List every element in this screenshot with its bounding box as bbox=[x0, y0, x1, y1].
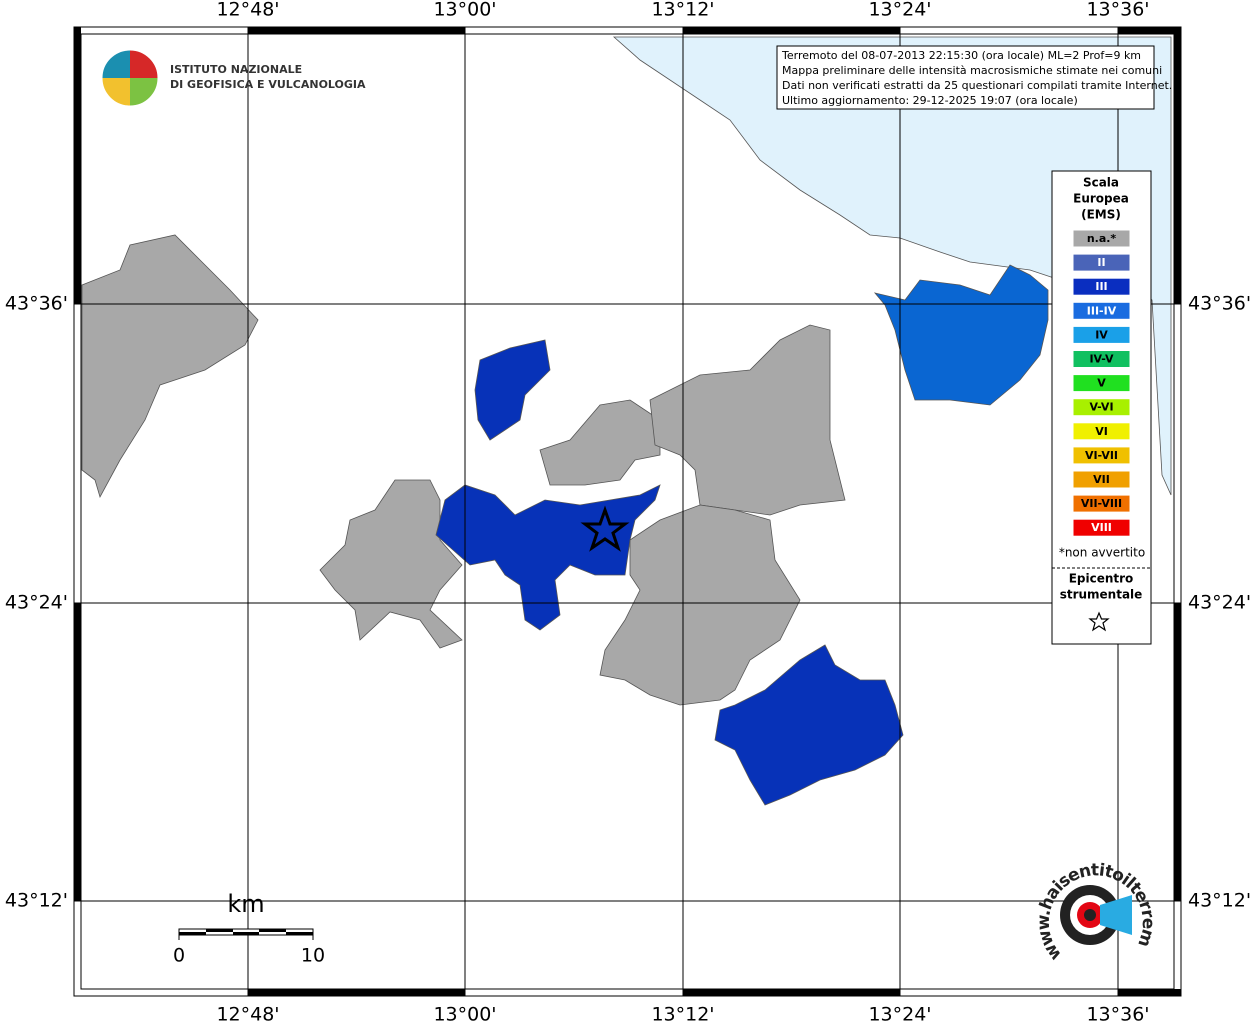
logo-text: DI GEOFISICA E VULCANOLOGIA bbox=[170, 78, 366, 91]
legend-title: (EMS) bbox=[1081, 208, 1121, 222]
region bbox=[599, 504, 801, 706]
info-line: Dati non verificati estratti da 25 quest… bbox=[782, 79, 1172, 92]
x-tick-label: 13°12' bbox=[651, 0, 714, 21]
legend-swatch bbox=[1072, 470, 1131, 489]
info-line: Ultimo aggiornamento: 29-12-2025 19:07 (… bbox=[782, 94, 1078, 107]
x-tick-label: 13°24' bbox=[868, 0, 931, 21]
y-tick-label: 43°12' bbox=[1188, 890, 1251, 912]
y-tick-label: 43°12' bbox=[5, 890, 68, 912]
region bbox=[435, 484, 661, 631]
x-tick-label: 13°36' bbox=[1086, 0, 1149, 21]
legend-label: n.a.* bbox=[1087, 232, 1117, 245]
legend-swatch bbox=[1072, 494, 1131, 513]
region bbox=[649, 324, 846, 516]
legend-label: VIII bbox=[1091, 521, 1112, 534]
region bbox=[539, 399, 661, 486]
legend-label: V bbox=[1097, 377, 1106, 390]
y-tick-label: 43°36' bbox=[1188, 293, 1251, 315]
legend-swatch bbox=[1072, 374, 1131, 393]
legend-label: V-VI bbox=[1089, 401, 1113, 414]
legend-swatch bbox=[1072, 325, 1131, 344]
ingv-logo: ISTITUTO NAZIONALE DI GEOFISICA E VULCAN… bbox=[101, 49, 366, 107]
region bbox=[873, 264, 1049, 406]
x-tick-label: 13°24' bbox=[868, 1004, 931, 1024]
legend-label: III bbox=[1095, 280, 1107, 293]
info-line: Terremoto del 08-07-2013 22:15:30 (ora l… bbox=[781, 49, 1141, 62]
epicenter-label: Epicentro bbox=[1069, 572, 1134, 586]
legend-title: Europea bbox=[1073, 192, 1129, 206]
legend-note: *non avvertito bbox=[1059, 546, 1145, 560]
legend-label: IV-V bbox=[1089, 353, 1114, 366]
tick-labels: 12°48' 13°00' 13°12' 13°24' 13°36' 12°48' 13°0… bbox=[5, 0, 1251, 1024]
legend-swatch bbox=[1072, 422, 1131, 441]
legend-swatch bbox=[1072, 446, 1131, 465]
x-tick-label: 12°48' bbox=[216, 1004, 279, 1024]
x-tick-label: 13°36' bbox=[1086, 1004, 1149, 1024]
info-line: Mappa preliminare delle intensità macros… bbox=[782, 64, 1162, 77]
region bbox=[319, 479, 463, 649]
epicenter-label: strumentale bbox=[1060, 588, 1143, 602]
scale-unit: km bbox=[227, 890, 264, 918]
legend-label: VI-VII bbox=[1085, 449, 1118, 462]
scale-label: 0 bbox=[173, 945, 185, 967]
x-tick-label: 13°00' bbox=[433, 1004, 496, 1024]
map-area bbox=[73, 26, 1182, 997]
legend-label: VII-VIII bbox=[1081, 497, 1122, 510]
legend-label: VI bbox=[1095, 425, 1108, 438]
legend-label: VII bbox=[1093, 473, 1110, 486]
legend-label: IV bbox=[1095, 328, 1108, 341]
graticule bbox=[74, 27, 1181, 996]
legend-swatch bbox=[1072, 253, 1131, 272]
frame bbox=[73, 26, 1182, 997]
scale-label: 10 bbox=[301, 945, 325, 967]
region bbox=[81, 234, 259, 499]
region bbox=[714, 644, 904, 806]
x-tick-label: 13°12' bbox=[651, 1004, 714, 1024]
legend-swatch bbox=[1072, 398, 1131, 417]
legend-title: Scala bbox=[1083, 176, 1119, 190]
info-box: Terremoto del 08-07-2013 22:15:30 (ora l… bbox=[776, 45, 1172, 110]
y-tick-label: 43°36' bbox=[5, 293, 68, 315]
scale-bar: km 0 10 bbox=[173, 890, 325, 967]
epicenter-star bbox=[580, 505, 630, 552]
x-tick-label: 12°48' bbox=[216, 0, 279, 21]
y-tick-label: 43°24' bbox=[1188, 592, 1251, 614]
legend-swatch bbox=[1072, 277, 1131, 296]
legend-swatch bbox=[1072, 229, 1131, 248]
x-tick-label: 13°00' bbox=[433, 0, 496, 21]
logo-text: ISTITUTO NAZIONALE bbox=[170, 63, 302, 76]
legend-swatch bbox=[1072, 518, 1131, 537]
legend: Scala Europea (EMS) *non avvertito Epice… bbox=[1051, 170, 1152, 645]
legend-label: II bbox=[1097, 256, 1105, 269]
legend-swatch bbox=[1072, 350, 1131, 368]
legend-swatch bbox=[1072, 301, 1131, 320]
y-tick-label: 43°24' bbox=[5, 592, 68, 614]
legend-label: III-IV bbox=[1087, 304, 1117, 317]
region bbox=[474, 339, 551, 441]
sea bbox=[612, 36, 1172, 496]
